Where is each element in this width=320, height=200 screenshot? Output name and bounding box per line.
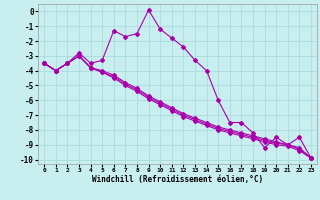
X-axis label: Windchill (Refroidissement éolien,°C): Windchill (Refroidissement éolien,°C) [92, 175, 263, 184]
